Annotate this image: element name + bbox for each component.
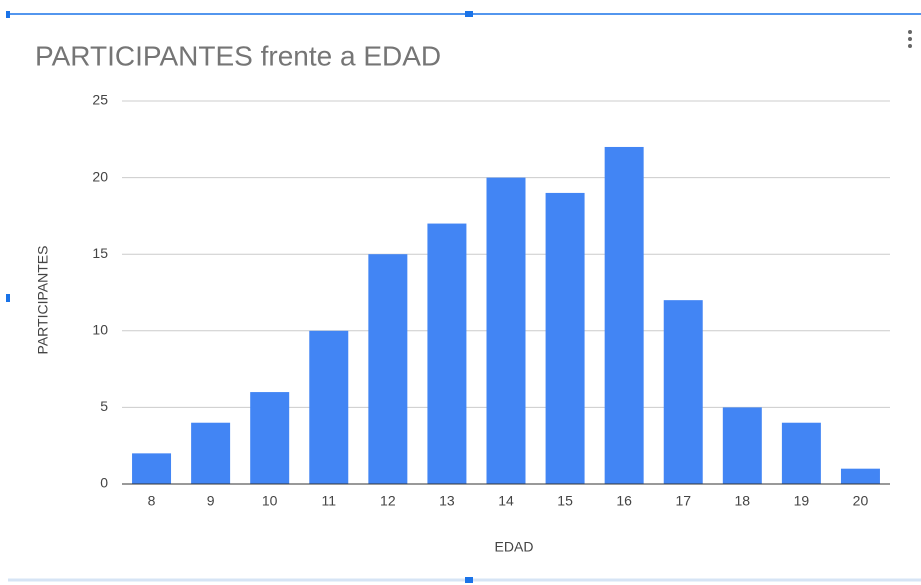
x-tick-label: 16 — [616, 493, 632, 509]
menu-button[interactable] — [908, 30, 912, 48]
bar — [604, 146, 644, 484]
x-tick-label: 10 — [262, 493, 278, 509]
x-tick-label: 12 — [380, 493, 396, 509]
x-tick-label: 9 — [207, 493, 215, 509]
resize-handle[interactable] — [6, 11, 10, 18]
y-axis-label: PARTICIPANTES — [35, 246, 51, 355]
resize-handle[interactable] — [465, 577, 473, 583]
x-tick-label: 17 — [675, 493, 691, 509]
x-tick-label: 11 — [321, 493, 336, 509]
bar — [368, 254, 408, 484]
menu-dot — [908, 44, 912, 48]
y-tick-label: 10 — [92, 322, 108, 338]
menu-dot — [908, 37, 912, 41]
bar — [781, 422, 821, 484]
resize-handle[interactable] — [6, 294, 10, 302]
bar — [250, 392, 290, 484]
bar — [191, 422, 231, 484]
y-tick-label: 0 — [100, 475, 108, 491]
x-tick-label: 18 — [735, 493, 751, 509]
x-tick-label: 20 — [853, 493, 869, 509]
bar — [663, 300, 703, 484]
bar — [545, 192, 585, 485]
y-tick-label: 25 — [92, 92, 108, 108]
bar — [132, 453, 172, 484]
x-tick-label: 19 — [794, 493, 810, 509]
x-axis-label: EDAD — [495, 539, 534, 555]
x-tick-label: 13 — [439, 493, 455, 509]
bar — [486, 177, 526, 484]
bar — [722, 407, 762, 484]
x-tick-label: 15 — [557, 493, 573, 509]
bar — [427, 223, 467, 484]
resize-handle[interactable] — [465, 11, 473, 17]
chart-title: PARTICIPANTES frente a EDAD — [35, 40, 441, 71]
menu-dot — [908, 30, 912, 34]
y-tick-label: 15 — [92, 245, 108, 261]
x-tick-label: 14 — [498, 493, 514, 509]
bar — [840, 468, 880, 484]
y-tick-label: 20 — [92, 168, 108, 184]
x-tick-label: 8 — [148, 493, 156, 509]
bar — [309, 330, 349, 484]
y-tick-label: 5 — [100, 398, 108, 414]
